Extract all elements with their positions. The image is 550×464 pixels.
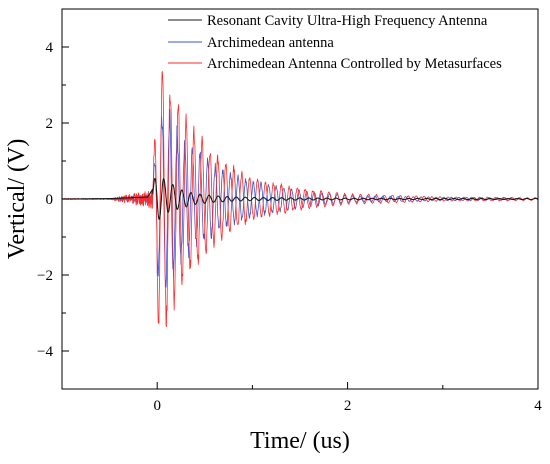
y-tick-label: 0 (46, 192, 54, 208)
series-layer (61, 71, 539, 328)
y-tick-label: 2 (46, 116, 54, 132)
legend: Resonant Cavity Ultra-High Frequency Ant… (168, 13, 502, 72)
y-tick-label: −4 (37, 344, 53, 360)
y-axis-label: Vertical/ (V) (4, 139, 30, 260)
x-tick-label: 0 (153, 398, 161, 414)
y-tick-label: 4 (46, 40, 54, 56)
legend-label-metasurface: Archimedean Antenna Controlled by Metasu… (207, 56, 502, 72)
legend-label-resonant: Resonant Cavity Ultra-High Frequency Ant… (207, 13, 488, 29)
ticks-layer: 0 2 4 −4 −2 0 2 4 (37, 8, 542, 414)
x-tick-label: 4 (534, 398, 542, 414)
series-line-resonant (61, 177, 539, 220)
y-tick-label: −2 (37, 268, 53, 284)
x-tick-label: 2 (344, 398, 352, 414)
legend-label-archimedean: Archimedean antenna (207, 35, 334, 51)
series-line-metasurface (61, 71, 539, 328)
x-axis-label: Time/ (us) (250, 428, 350, 454)
